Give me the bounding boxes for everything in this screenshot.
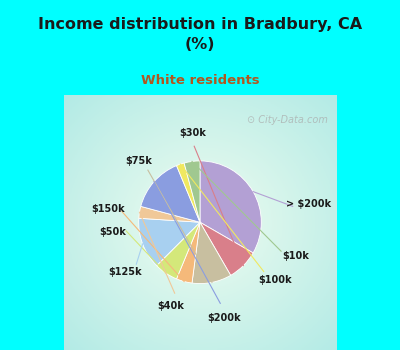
Wedge shape [200,222,253,275]
Wedge shape [139,206,200,222]
Text: $100k: $100k [258,275,292,285]
Text: > $200k: > $200k [286,198,332,209]
Wedge shape [184,161,200,222]
Text: ⊙ City-Data.com: ⊙ City-Data.com [247,115,328,125]
Text: $75k: $75k [125,156,152,166]
Wedge shape [139,218,200,266]
Wedge shape [176,222,200,283]
Text: $125k: $125k [108,267,142,276]
Wedge shape [200,161,261,253]
Text: White residents: White residents [141,74,259,87]
Text: $50k: $50k [100,228,126,237]
Text: $10k: $10k [282,251,309,261]
Text: $30k: $30k [180,128,207,138]
Wedge shape [141,166,200,222]
Text: $40k: $40k [157,301,184,311]
Wedge shape [157,222,200,279]
Wedge shape [176,163,200,222]
Text: $150k: $150k [91,204,125,215]
Text: $200k: $200k [207,313,241,323]
Wedge shape [192,222,231,284]
Text: Income distribution in Bradbury, CA
(%): Income distribution in Bradbury, CA (%) [38,17,362,52]
